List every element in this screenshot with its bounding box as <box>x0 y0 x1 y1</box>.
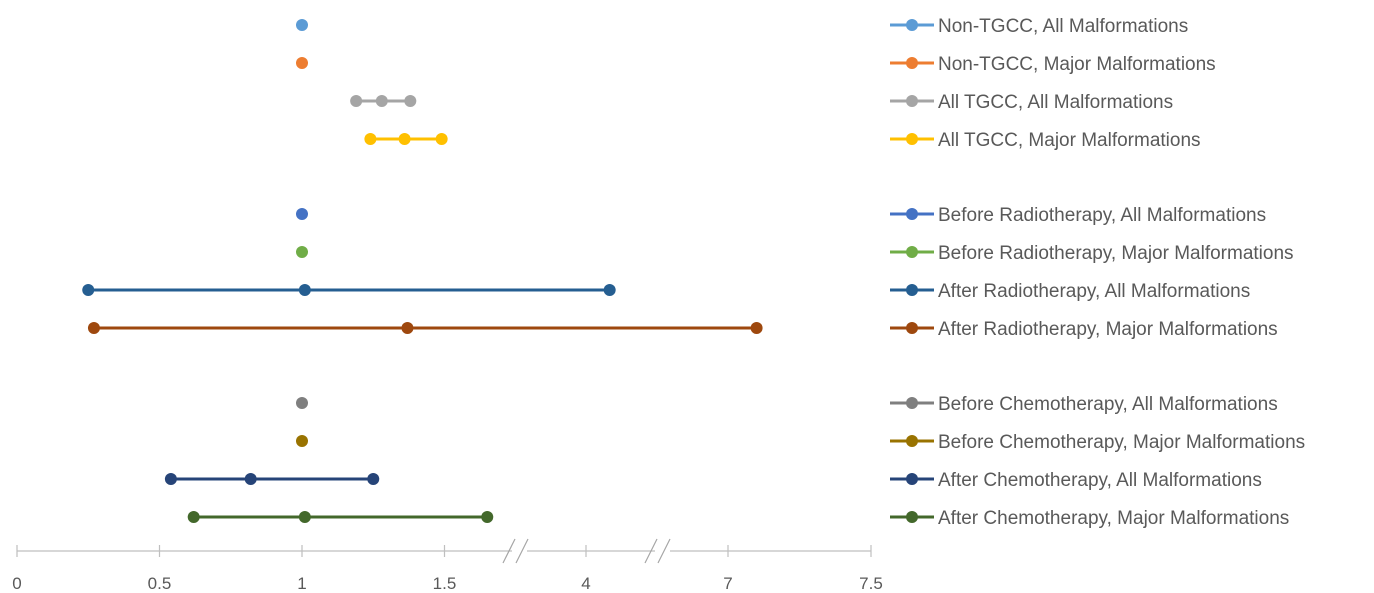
legend-label: After Chemotherapy, All Malformations <box>938 470 1262 491</box>
legend-item: Before Chemotherapy, Major Malformations <box>890 432 1305 453</box>
data-point <box>187 511 200 523</box>
legend-label: All TGCC, Major Malformations <box>938 130 1201 151</box>
data-point <box>298 511 311 523</box>
data-point <box>296 208 308 220</box>
x-tick-label: 7 <box>723 574 732 593</box>
series-6 <box>296 246 308 258</box>
data-point <box>401 322 414 334</box>
data-point <box>296 57 308 69</box>
legend-item: All TGCC, Major Malformations <box>890 130 1201 151</box>
series-7 <box>82 284 616 296</box>
legend-marker <box>906 95 918 107</box>
series-1 <box>296 19 308 31</box>
series-4 <box>364 133 448 145</box>
legend-marker <box>906 208 918 220</box>
legend-marker <box>906 473 918 485</box>
legend-marker <box>906 435 918 447</box>
data-point <box>404 95 417 107</box>
legend-marker <box>906 57 918 69</box>
data-point <box>296 435 308 447</box>
legend-label: After Chemotherapy, Major Malformations <box>938 508 1289 529</box>
x-axis-ticks: 0 0.5 1 1.5 4 7 7.5 <box>12 545 883 593</box>
data-point <box>296 246 308 258</box>
legend-marker <box>906 284 918 296</box>
series-3 <box>350 95 417 107</box>
data-point <box>435 133 448 145</box>
legend: Non-TGCC, All Malformations Non-TGCC, Maj… <box>890 16 1305 529</box>
data-point <box>244 473 257 485</box>
legend-item: After Chemotherapy, All Malformations <box>890 470 1262 491</box>
legend-label: Before Chemotherapy, Major Malformations <box>938 432 1305 453</box>
x-tick-label: 1.5 <box>433 574 457 593</box>
x-tick-label: 0 <box>12 574 21 593</box>
legend-item: All TGCC, All Malformations <box>890 92 1173 113</box>
series-9 <box>296 397 308 409</box>
data-point <box>398 133 411 145</box>
data-point <box>82 284 95 296</box>
x-tick-label: 0.5 <box>148 574 172 593</box>
legend-label: Before Radiotherapy, All Malformations <box>938 205 1266 226</box>
legend-marker <box>906 397 918 409</box>
data-point <box>364 133 377 145</box>
x-tick-label: 7.5 <box>859 574 883 593</box>
legend-item: Before Radiotherapy, All Malformations <box>890 205 1266 226</box>
data-point <box>296 19 308 31</box>
legend-label: All TGCC, All Malformations <box>938 92 1173 113</box>
legend-label: Non-TGCC, Major Malformations <box>938 54 1216 75</box>
data-point <box>375 95 388 107</box>
data-point <box>87 322 100 334</box>
axis-break-mark-1a <box>502 538 516 564</box>
legend-item: Non-TGCC, All Malformations <box>890 16 1188 37</box>
series-2 <box>296 57 308 69</box>
legend-marker <box>906 511 918 523</box>
legend-marker <box>906 322 918 334</box>
data-point <box>296 397 308 409</box>
x-axis <box>17 538 871 564</box>
plot-area <box>82 19 763 523</box>
legend-label: Before Chemotherapy, All Malformations <box>938 394 1278 415</box>
legend-item: Before Radiotherapy, Major Malformations <box>890 243 1294 264</box>
data-point <box>367 473 380 485</box>
axis-break-mark-1b <box>515 538 529 564</box>
legend-marker <box>906 246 918 258</box>
axis-break-mark-2a <box>644 538 658 564</box>
data-point <box>481 511 494 523</box>
x-tick-label: 4 <box>581 574 590 593</box>
series-11 <box>164 473 380 485</box>
series-5 <box>296 208 308 220</box>
series-8 <box>87 322 763 334</box>
data-point <box>603 284 616 296</box>
legend-item: After Radiotherapy, All Malformations <box>890 281 1250 302</box>
axis-break-mark-2b <box>657 538 671 564</box>
legend-item: After Radiotherapy, Major Malformations <box>890 319 1278 340</box>
data-point <box>750 322 763 334</box>
data-point <box>164 473 177 485</box>
legend-item: After Chemotherapy, Major Malformations <box>890 508 1289 529</box>
legend-label: Non-TGCC, All Malformations <box>938 16 1188 37</box>
legend-label: After Radiotherapy, Major Malformations <box>938 319 1278 340</box>
legend-item: Before Chemotherapy, All Malformations <box>890 394 1278 415</box>
legend-item: Non-TGCC, Major Malformations <box>890 54 1216 75</box>
data-point <box>350 95 363 107</box>
data-point <box>298 284 311 296</box>
legend-marker <box>906 19 918 31</box>
legend-label: After Radiotherapy, All Malformations <box>938 281 1250 302</box>
series-12 <box>187 511 494 523</box>
series-10 <box>296 435 308 447</box>
legend-label: Before Radiotherapy, Major Malformations <box>938 243 1294 264</box>
x-tick-label: 1 <box>297 574 306 593</box>
legend-marker <box>906 133 918 145</box>
